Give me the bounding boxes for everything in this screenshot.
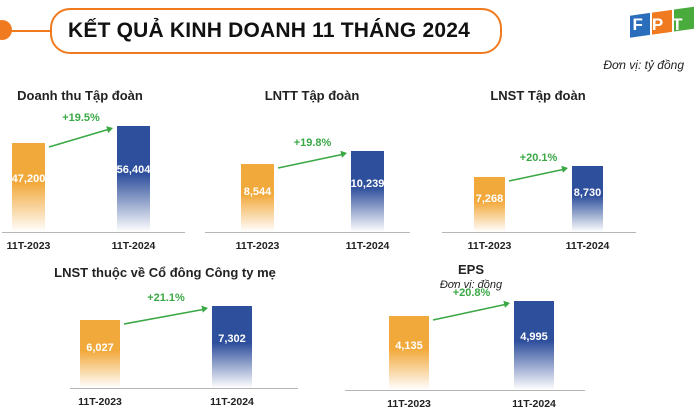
growth-label: +19.8% xyxy=(293,137,332,149)
unit-label: Đơn vị: tỷ đồng xyxy=(603,58,684,72)
data-label: 56,404 xyxy=(116,163,151,176)
chart-subtitle: Đơn vị: đồng xyxy=(439,279,503,291)
bar-11T-2023 xyxy=(12,143,45,232)
page-title-box: KẾT QUẢ KINH DOANH 11 THÁNG 2024 xyxy=(50,8,502,54)
growth-arrow-head xyxy=(201,305,208,313)
bar-11T-2023 xyxy=(80,320,120,388)
chart-baseline xyxy=(442,232,636,233)
x-tick-label: 11T-2023 xyxy=(235,240,280,252)
bar-11T-2024 xyxy=(117,126,150,232)
chart-title: LNST thuộc về Cổ đông Công ty mẹ xyxy=(54,265,276,280)
chart-title: EPS xyxy=(457,262,484,277)
page-title: KẾT QUẢ KINH DOANH 11 THÁNG 2024 xyxy=(68,19,470,42)
x-tick-label: 11T-2024 xyxy=(345,240,390,252)
x-tick-label: 11T-2024 xyxy=(111,240,156,252)
growth-arrow-head xyxy=(561,165,568,173)
chart-title: LNST Tập đoàn xyxy=(490,88,586,103)
x-tick-label: 11T-2023 xyxy=(78,396,122,408)
data-label: 7,302 xyxy=(218,333,246,346)
chart-baseline xyxy=(2,232,185,233)
growth-label: +19.5% xyxy=(62,112,100,124)
data-label: 7,268 xyxy=(475,193,504,206)
growth-label: +21.1% xyxy=(147,292,185,304)
x-tick-label: 11T-2023 xyxy=(6,240,51,252)
data-label: 47,200 xyxy=(11,173,46,186)
chart-title: LNTT Tập đoàn xyxy=(264,88,360,103)
bar-11T-2023 xyxy=(474,177,505,232)
chart-baseline xyxy=(205,232,410,233)
x-tick-label: 11T-2024 xyxy=(565,240,610,252)
x-tick-label: 11T-2024 xyxy=(210,396,254,408)
x-tick-label: 11T-2023 xyxy=(387,398,431,410)
growth-arrow-line xyxy=(277,153,343,169)
data-label: 8,730 xyxy=(573,186,602,199)
bar-11T-2023 xyxy=(389,316,429,390)
chart-baseline xyxy=(345,390,585,391)
growth-arrow-line xyxy=(123,308,204,325)
growth-arrow-head xyxy=(503,300,510,308)
title-accent-dot xyxy=(0,20,12,40)
data-label: 8,544 xyxy=(243,185,272,198)
logo-text: FPT xyxy=(632,15,691,34)
fpt-logo: FPT xyxy=(630,6,694,38)
logo-tile-t xyxy=(674,6,694,32)
bar-11T-2024 xyxy=(212,306,252,388)
data-label: 4,995 xyxy=(520,331,548,344)
chart-baseline xyxy=(70,388,298,389)
bar-11T-2024 xyxy=(351,151,384,232)
title-connector-line xyxy=(0,30,52,32)
data-label: 4,135 xyxy=(395,340,423,353)
growth-label: +20.8% xyxy=(452,287,491,299)
bar-11T-2024 xyxy=(514,301,554,390)
data-label: 6,027 xyxy=(86,341,114,354)
x-tick-label: 11T-2023 xyxy=(467,240,512,252)
growth-arrow-line xyxy=(432,303,506,321)
x-tick-label: 11T-2024 xyxy=(512,398,556,410)
bar-11T-2023 xyxy=(241,164,274,232)
logo-tile-f xyxy=(630,12,650,38)
chart-title: Doanh thu Tập đoàn xyxy=(17,88,143,103)
growth-label: +20.1% xyxy=(519,152,558,164)
growth-arrow-head xyxy=(340,150,347,158)
growth-arrow-line xyxy=(508,168,564,182)
bar-11T-2024 xyxy=(572,166,603,232)
data-label: 10,239 xyxy=(350,178,385,191)
logo-tile-p xyxy=(652,9,672,35)
growth-arrow-head xyxy=(106,126,113,134)
growth-arrow-line xyxy=(48,128,109,148)
